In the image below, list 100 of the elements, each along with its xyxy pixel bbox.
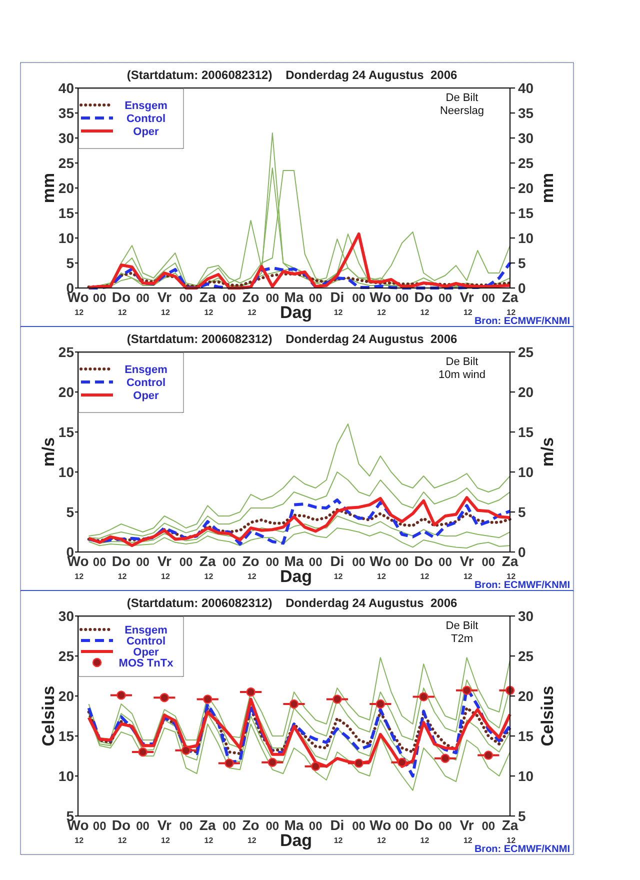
- y2-tick-label: 20: [518, 384, 534, 400]
- annotation: Neerslag: [440, 105, 484, 117]
- x-tick-label: 00: [308, 819, 323, 833]
- y-tick-label: 40: [58, 80, 74, 96]
- annotation: De Bilt: [446, 92, 478, 104]
- y-tick-label: 15: [58, 205, 74, 221]
- x-tick-label: 00: [179, 291, 193, 305]
- x-tick-label: Do 12: [112, 817, 131, 845]
- x-tick-label: Do 12: [414, 553, 433, 581]
- x-tick-label: Ma: [284, 817, 304, 833]
- y-axis-title: m/s: [39, 437, 58, 467]
- x-tick-label: Wo 12: [370, 553, 392, 581]
- x-tick-label: 00: [179, 819, 193, 833]
- x-tick-label: 00: [266, 819, 280, 833]
- x-tick-label: Zo 12: [242, 289, 260, 317]
- x-tick-label: Za 12: [502, 553, 518, 581]
- x-tick-label: Ma: [284, 553, 304, 569]
- y2-tick-label: 20: [518, 688, 534, 704]
- y2-tick-label: 5: [518, 255, 526, 271]
- x-tick-label: 00: [179, 555, 193, 569]
- y2-tick-label: 35: [518, 105, 534, 121]
- x-tick-label: 00: [482, 555, 496, 569]
- annotation: 10m wind: [438, 369, 486, 381]
- x-tick-label: Vr 12: [157, 289, 172, 317]
- y2-tick-label: 25: [518, 155, 534, 171]
- y2-tick-label: 25: [518, 648, 534, 664]
- x-tick-label: 00: [352, 819, 366, 833]
- x-tick-label: Vr 12: [460, 553, 474, 581]
- x-tick-label: Za 12: [502, 289, 518, 317]
- legend-label: Oper: [133, 126, 160, 138]
- chart-title: (Startdatum: 2006082312) Donderdag 24 Augustus 2006: [126, 68, 458, 82]
- y2-tick-label: 10: [518, 768, 534, 784]
- y2-tick-label: 5: [518, 504, 526, 520]
- x-tick-label: 00: [438, 291, 452, 305]
- y-tick-label: 25: [58, 344, 74, 360]
- x-tick-label: 00: [92, 555, 107, 569]
- x-tick-label: 00: [395, 555, 409, 569]
- y-tick-label: 20: [58, 384, 74, 400]
- y2-tick-label: 40: [518, 80, 534, 96]
- x-tick-label: 00: [352, 555, 366, 569]
- x-tick-label: 00: [395, 291, 409, 305]
- text: Bron: ECMWF/KNMI: [474, 580, 570, 591]
- legend-label: Control: [126, 636, 166, 648]
- x-tick-label: Do 12: [414, 817, 433, 845]
- x-tick-label: 00: [308, 555, 323, 569]
- x-tick-label: 00: [395, 819, 409, 833]
- y2-axis-title: Celsius: [538, 686, 557, 746]
- x-tick-label: 00: [352, 291, 366, 305]
- y-tick-label: 15: [58, 424, 74, 440]
- y-axis-title: mm: [39, 172, 58, 204]
- x-tick-label: 00: [136, 555, 150, 569]
- x-tick-label: Do 12: [414, 289, 433, 317]
- x-axis-title: Dag: [280, 303, 312, 322]
- x-tick-label: 00: [266, 555, 280, 569]
- x-tick-label: Vr 12: [460, 289, 474, 317]
- x-tick-label: Do 12: [112, 289, 131, 317]
- x-tick-label: Vr 12: [460, 817, 474, 845]
- x-tick-label: 00: [222, 555, 236, 569]
- x-axis-title: Dag: [280, 831, 312, 850]
- x-tick-label: Za 12: [199, 553, 216, 581]
- chart-title: (Startdatum: 2006082312) Donderdag 24 Augustus 2006: [126, 596, 458, 610]
- x-tick-label: 00: [482, 291, 496, 305]
- x-tick-label: Wo 12: [370, 289, 392, 317]
- y2-tick-label: 10: [518, 464, 534, 480]
- annotation: T2m: [451, 633, 473, 645]
- chart-title: (Startdatum: 2006082312) Donderdag 24 Augustus 2006: [126, 332, 458, 346]
- x-tick-label: Zo 12: [242, 553, 260, 581]
- text: Bron: ECMWF/KNMI: [474, 316, 570, 327]
- y-tick-label: 20: [58, 180, 74, 196]
- y-tick-label: 10: [58, 768, 74, 784]
- x-tick-label: Di 12: [330, 289, 344, 317]
- x-tick-label: 00: [482, 819, 496, 833]
- y2-axis-title: m/s: [538, 437, 557, 467]
- x-tick-label: Zo 12: [242, 817, 260, 845]
- x-tick-label: Za 12: [502, 817, 518, 845]
- x-tick-label: 00: [266, 291, 280, 305]
- y-axis-title: Celsius: [39, 686, 58, 746]
- x-tick-label: 00: [438, 555, 452, 569]
- y-tick-label: 20: [58, 688, 74, 704]
- legend-label: Control: [126, 377, 166, 389]
- x-tick-label: 00: [136, 819, 150, 833]
- legend-label: MOS TnTx: [118, 658, 174, 670]
- x-tick-label: Do 12: [112, 553, 131, 581]
- x-tick-label: Za 12: [199, 289, 216, 317]
- y-tick-label: 30: [58, 608, 74, 624]
- y2-tick-label: 0: [518, 280, 526, 296]
- y2-tick-label: 0: [518, 544, 526, 560]
- x-tick-label: 00: [438, 819, 452, 833]
- y2-tick-label: 30: [518, 130, 534, 146]
- legend-label: Control: [126, 113, 166, 125]
- legend-label: Ensgem: [124, 624, 168, 636]
- y-tick-label: 5: [66, 255, 74, 271]
- x-tick-label: Za 12: [199, 817, 216, 845]
- y2-axis-title: mm: [538, 172, 557, 204]
- x-tick-label: 00: [222, 291, 236, 305]
- y2-tick-label: 20: [518, 180, 534, 196]
- y2-tick-label: 10: [518, 230, 534, 246]
- y-tick-label: 10: [58, 464, 74, 480]
- annotation: De Bilt: [446, 356, 478, 368]
- text: Bron: ECMWF/KNMI: [474, 844, 570, 855]
